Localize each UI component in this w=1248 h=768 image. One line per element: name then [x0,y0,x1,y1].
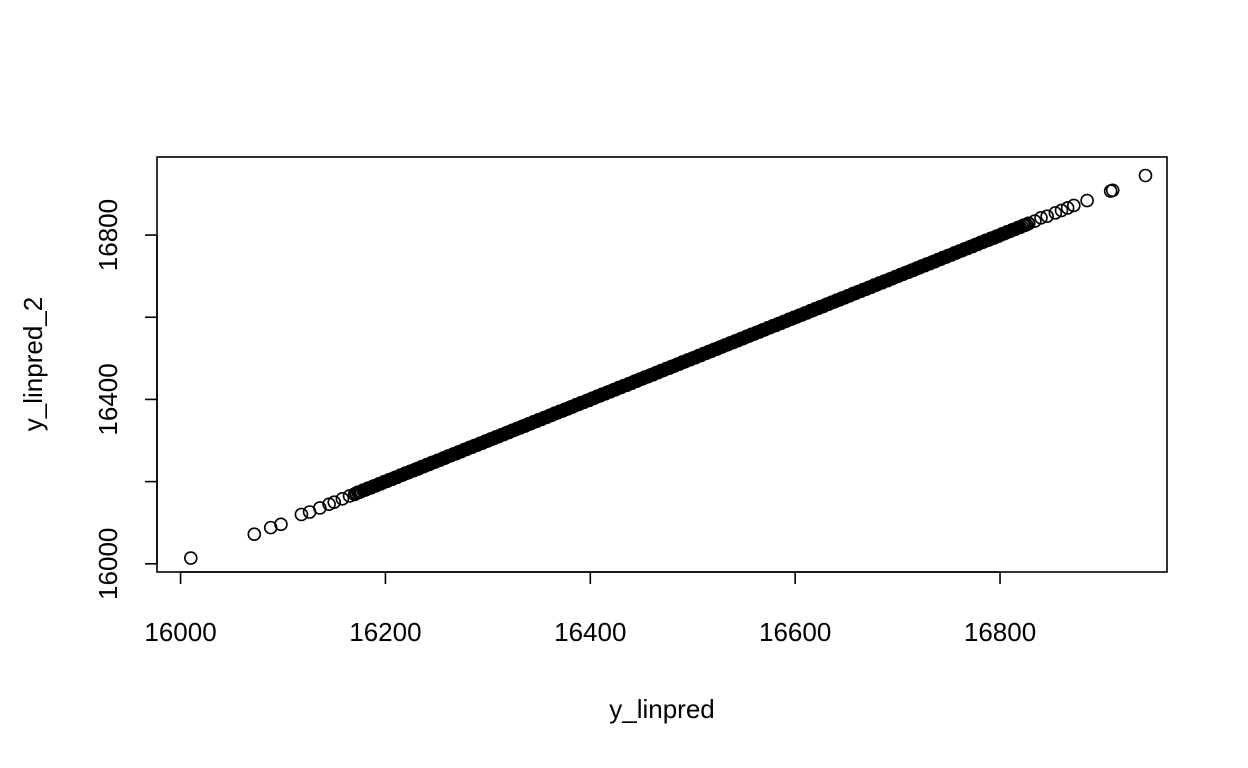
x-tick-label: 16600 [759,617,831,647]
data-points [184,168,1153,565]
y-axis: 16000 16400 16800 [93,199,158,600]
data-point [294,507,309,522]
y-tick-label: 16000 [93,528,123,600]
x-tick-label: 16000 [144,617,216,647]
data-point [1138,168,1153,183]
y-tick-label: 16400 [93,363,123,435]
data-point [335,492,350,506]
x-tick-label: 16800 [964,617,1036,647]
data-point [313,501,327,515]
data-point [247,527,262,541]
data-point [1105,183,1120,198]
x-tick-label: 16200 [349,617,421,647]
data-point [327,495,342,509]
data-point [1021,216,1036,231]
y-axis-label: y_linpred_2 [18,297,48,431]
data-point [184,551,198,565]
data-point [1019,217,1034,232]
data-point [1066,198,1081,213]
x-tick-label: 16400 [554,617,626,647]
data-point [274,517,288,532]
data-point [1048,206,1063,220]
data-point [1060,201,1075,215]
data-point [1080,193,1094,208]
y-tick-label: 16800 [93,199,123,271]
data-point [1054,203,1069,218]
x-axis: 16000 16200 16400 16600 16800 [144,571,1036,647]
data-point [1034,211,1048,225]
x-axis-label: y_linpred [609,694,715,724]
data-point [1040,209,1054,223]
